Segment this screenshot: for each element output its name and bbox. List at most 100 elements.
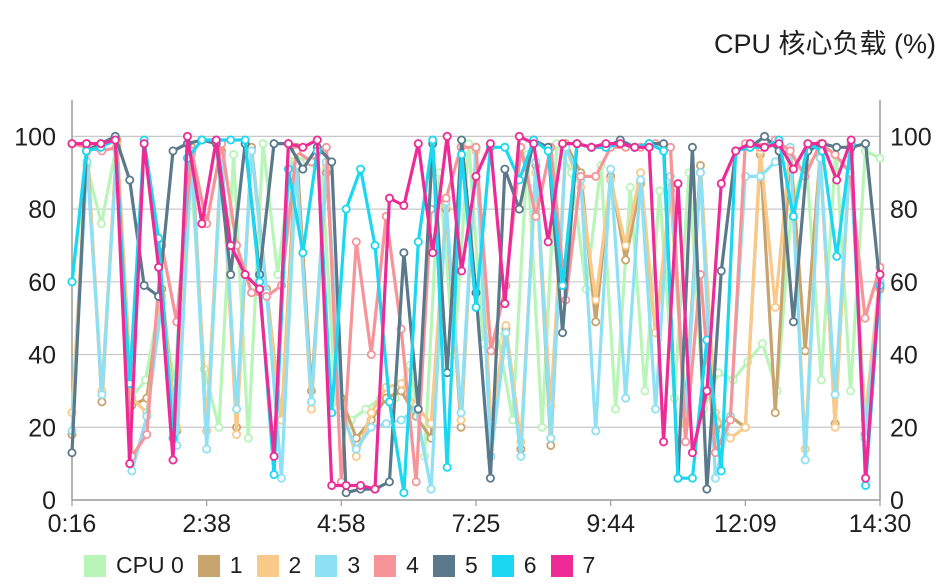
legend-swatch [256,554,279,577]
data-point [247,146,257,156]
data-point [630,142,640,152]
data-point [785,146,795,156]
data-point [543,237,553,247]
data-point [229,150,239,160]
data-point [351,444,361,454]
legend-label: 1 [229,552,243,578]
legend-item: 3 [315,552,360,579]
data-point [531,211,541,221]
data-point [356,480,366,490]
data-point [640,386,650,396]
data-point [306,397,316,407]
data-point [384,477,394,487]
data-point [356,164,366,174]
data-point [615,139,625,149]
legend-item: 5 [432,552,478,579]
data-point [139,139,149,149]
data-point [214,422,224,432]
data-point [457,150,467,160]
data-point [96,139,106,149]
data-point [471,171,481,181]
data-point [514,204,524,214]
data-point [625,182,635,192]
data-point [283,139,293,149]
y-tick-label-left: 60 [28,269,56,297]
data-point [399,200,409,210]
legend-label: 5 [464,552,478,578]
legend-label: 4 [406,552,419,578]
legend-label: 6 [523,552,537,578]
data-point [800,346,810,356]
chart-title: CPU 核心负载 (%) [714,29,936,59]
data-point [501,328,511,338]
data-point [731,146,741,156]
data-point [800,455,810,465]
data-point [875,153,885,163]
data-point [232,430,242,440]
y-tick-label-right: 100 [890,123,932,151]
data-point [788,317,798,327]
series-7 [67,131,885,494]
data-point [426,484,436,494]
legend-item: 7 [550,552,595,579]
data-point [399,488,409,498]
data-point [770,157,780,167]
data-point [366,350,376,360]
data-point [702,386,712,396]
data-point [770,408,780,418]
data-point [546,433,556,443]
data-point [327,157,337,167]
data-point [576,171,586,181]
legend-swatch [374,554,397,577]
data-point [396,379,406,389]
data-point [774,139,784,149]
data-point [500,299,510,309]
data-point [606,164,616,174]
data-point [673,179,683,189]
data-point [276,473,286,483]
data-point [655,186,665,196]
legend-item: 4 [374,552,419,579]
y-tick-label-left: 80 [28,196,56,224]
legend-swatch [197,554,220,577]
data-point [725,415,735,425]
legend-item: 1 [197,552,243,579]
data-point [370,484,380,494]
data-point [687,473,697,483]
data-point [537,422,547,432]
data-point [591,426,601,436]
x-tick-label: 9:44 [586,510,635,538]
data-point [832,251,842,261]
data-point [788,211,798,221]
x-tick-label: 7:25 [452,510,501,538]
x-tick-label: 2:38 [182,510,231,538]
data-point [666,142,676,152]
data-point [832,142,842,152]
data-point [428,248,438,258]
legend-item: 2 [256,552,301,579]
data-point [591,295,601,305]
data-point [312,135,322,145]
y-tick-label-left: 40 [28,342,56,370]
data-point [366,422,376,432]
data-point [832,175,842,185]
data-point [486,346,496,356]
data-point [298,142,308,152]
data-point [396,415,406,425]
data-point [226,240,236,250]
data-point [139,280,149,290]
data-point [740,422,750,432]
data-point [601,139,611,149]
data-point [456,422,466,432]
data-point [861,473,871,483]
data-point [168,146,178,156]
data-point [384,397,394,407]
data-point [67,277,77,287]
data-point [341,488,351,498]
data-point [716,179,726,189]
legend-item: CPU 0 [84,552,184,579]
data-point [341,480,351,490]
data-point [546,440,556,450]
data-point [370,240,380,250]
data-point [725,433,735,443]
